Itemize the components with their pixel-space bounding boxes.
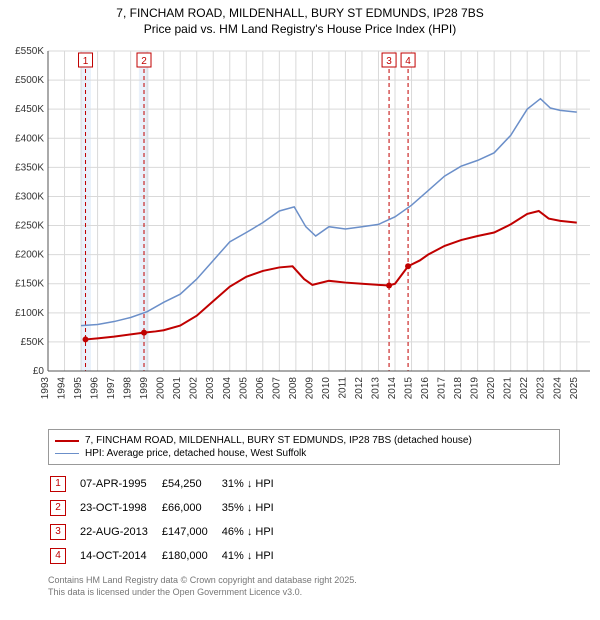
- svg-text:2020: 2020: [486, 377, 497, 400]
- legend-item: HPI: Average price, detached house, West…: [55, 447, 553, 460]
- transaction-price: £180,000: [162, 545, 220, 567]
- table-row: 4 14-OCT-2014£180,00041% ↓ HPI: [50, 545, 286, 567]
- svg-text:2005: 2005: [238, 377, 249, 400]
- svg-text:2002: 2002: [189, 377, 200, 400]
- transaction-delta: 41% ↓ HPI: [222, 545, 286, 567]
- svg-text:2010: 2010: [321, 377, 332, 400]
- svg-text:2022: 2022: [519, 377, 530, 400]
- transaction-marker: 4: [50, 548, 66, 564]
- svg-text:2025: 2025: [569, 377, 580, 400]
- transaction-date: 14-OCT-2014: [80, 545, 160, 567]
- svg-text:2012: 2012: [354, 377, 365, 400]
- svg-text:1996: 1996: [90, 377, 101, 400]
- transaction-date: 22-AUG-2013: [80, 521, 160, 543]
- chart-title: 7, FINCHAM ROAD, MILDENHALL, BURY ST EDM…: [0, 0, 600, 41]
- chart-svg: £0 £50K £100K £150K £200K £250K £300K £350K £400…: [0, 41, 600, 421]
- legend-item: 7, FINCHAM ROAD, MILDENHALL, BURY ST EDM…: [55, 434, 553, 447]
- table-row: 3 22-AUG-2013£147,00046% ↓ HPI: [50, 521, 286, 543]
- footer-line-2: This data is licensed under the Open Gov…: [48, 587, 302, 597]
- svg-text:£300K: £300K: [15, 192, 44, 203]
- svg-text:3: 3: [386, 56, 392, 67]
- svg-text:2007: 2007: [271, 377, 282, 400]
- svg-text:2017: 2017: [437, 377, 448, 400]
- svg-text:1995: 1995: [73, 377, 84, 400]
- svg-text:2016: 2016: [420, 377, 431, 400]
- svg-text:2003: 2003: [205, 377, 216, 400]
- svg-text:£50K: £50K: [21, 337, 45, 348]
- svg-text:2: 2: [141, 56, 147, 67]
- svg-text:2001: 2001: [172, 377, 183, 400]
- svg-text:£450K: £450K: [15, 104, 44, 115]
- svg-text:2014: 2014: [387, 377, 398, 400]
- chart-plot-area: £0 £50K £100K £150K £200K £250K £300K £350K £400…: [0, 41, 600, 421]
- transaction-price: £66,000: [162, 497, 220, 519]
- svg-text:2018: 2018: [453, 377, 464, 400]
- svg-text:£550K: £550K: [15, 46, 44, 57]
- svg-text:£100K: £100K: [15, 308, 44, 319]
- transaction-marker: 2: [50, 500, 66, 516]
- transaction-price: £147,000: [162, 521, 220, 543]
- svg-text:2008: 2008: [288, 377, 299, 400]
- chart-footer: Contains HM Land Registry data © Crown c…: [48, 575, 600, 598]
- legend-swatch: [55, 440, 79, 442]
- transaction-date: 07-APR-1995: [80, 473, 160, 495]
- transaction-marker: 1: [50, 476, 66, 492]
- transaction-delta: 46% ↓ HPI: [222, 521, 286, 543]
- svg-text:£400K: £400K: [15, 133, 44, 144]
- svg-text:£350K: £350K: [15, 163, 44, 174]
- svg-text:2004: 2004: [222, 377, 233, 400]
- table-row: 1 07-APR-1995£54,25031% ↓ HPI: [50, 473, 286, 495]
- transaction-date: 23-OCT-1998: [80, 497, 160, 519]
- legend-swatch: [55, 453, 79, 454]
- legend-label: 7, FINCHAM ROAD, MILDENHALL, BURY ST EDM…: [85, 435, 472, 446]
- svg-text:£0: £0: [33, 366, 45, 377]
- title-line-1: 7, FINCHAM ROAD, MILDENHALL, BURY ST EDM…: [116, 6, 483, 20]
- series-price_paid: [86, 211, 577, 339]
- transaction-price: £54,250: [162, 473, 220, 495]
- chart-container: 7, FINCHAM ROAD, MILDENHALL, BURY ST EDM…: [0, 0, 600, 599]
- svg-text:1997: 1997: [106, 377, 117, 400]
- svg-text:2000: 2000: [156, 377, 167, 400]
- svg-text:£500K: £500K: [15, 75, 44, 86]
- svg-text:2006: 2006: [255, 377, 266, 400]
- svg-text:£200K: £200K: [15, 250, 44, 261]
- title-line-2: Price paid vs. HM Land Registry's House …: [144, 22, 456, 36]
- svg-text:2023: 2023: [536, 377, 547, 400]
- transaction-delta: 35% ↓ HPI: [222, 497, 286, 519]
- svg-text:4: 4: [405, 56, 411, 67]
- svg-text:1994: 1994: [57, 377, 68, 400]
- svg-text:2024: 2024: [552, 377, 563, 400]
- svg-text:2021: 2021: [503, 377, 514, 400]
- svg-text:2019: 2019: [470, 377, 481, 400]
- footer-line-1: Contains HM Land Registry data © Crown c…: [48, 575, 357, 585]
- svg-text:£150K: £150K: [15, 279, 44, 290]
- transaction-marker: 3: [50, 524, 66, 540]
- transaction-delta: 31% ↓ HPI: [222, 473, 286, 495]
- svg-text:2011: 2011: [337, 377, 348, 399]
- svg-text:£250K: £250K: [15, 221, 44, 232]
- svg-text:2015: 2015: [404, 377, 415, 400]
- table-row: 2 23-OCT-1998£66,00035% ↓ HPI: [50, 497, 286, 519]
- svg-text:1: 1: [83, 56, 89, 67]
- chart-legend: 7, FINCHAM ROAD, MILDENHALL, BURY ST EDM…: [48, 429, 560, 465]
- svg-text:2009: 2009: [304, 377, 315, 400]
- transaction-table: 1 07-APR-1995£54,25031% ↓ HPI 2 23-OCT-1998…: [48, 471, 288, 569]
- svg-text:2013: 2013: [370, 377, 381, 400]
- svg-text:1999: 1999: [139, 377, 150, 400]
- svg-text:1993: 1993: [40, 377, 51, 400]
- legend-label: HPI: Average price, detached house, West…: [85, 448, 306, 459]
- svg-text:1998: 1998: [123, 377, 134, 400]
